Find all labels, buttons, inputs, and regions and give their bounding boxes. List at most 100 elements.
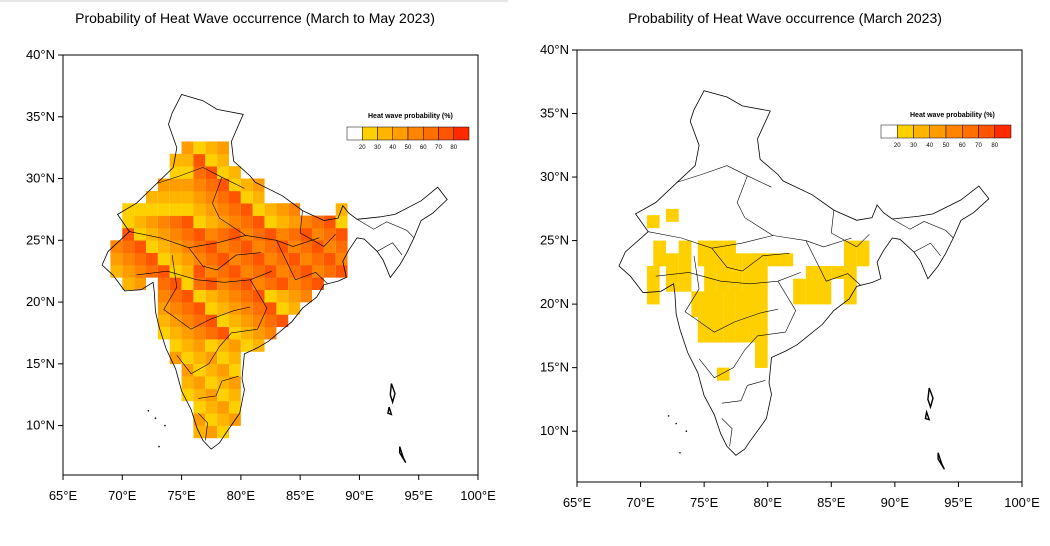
- heat-wave-cell: [205, 363, 218, 377]
- lakshadweep-islands: [147, 409, 150, 412]
- y-tick-label: 15°N: [540, 360, 569, 375]
- heat-wave-cell: [157, 240, 170, 253]
- heat-wave-cell: [217, 203, 229, 216]
- heat-wave-cell: [742, 278, 755, 292]
- heat-wave-cell: [181, 314, 194, 328]
- heat-wave-cell: [276, 227, 289, 241]
- heat-wave-cell: [205, 166, 218, 179]
- state-boundary: [198, 375, 239, 399]
- heat-wave-cell: [229, 265, 241, 278]
- heat-wave-cell: [181, 227, 194, 241]
- heat-wave-cell: [276, 302, 289, 315]
- heat-wave-cell: [193, 252, 206, 266]
- heat-wave-cell: [653, 240, 666, 254]
- heat-wave-cell: [335, 227, 348, 241]
- heat-wave-cell: [252, 240, 265, 253]
- heat-wave-cell: [723, 304, 736, 318]
- heat-wave-cell: [193, 314, 206, 328]
- heat-wave-cell: [805, 278, 819, 292]
- legend-tick-label: 20: [359, 145, 366, 151]
- heat-wave-cell: [205, 227, 218, 241]
- heat-wave-cell: [181, 388, 194, 402]
- legend-swatch: [453, 126, 470, 141]
- legend-swatch: [897, 124, 914, 139]
- india-outline: [101, 94, 448, 450]
- state-boundary: [684, 255, 778, 333]
- state-boundary: [197, 412, 209, 441]
- heat-wave-cell: [146, 190, 158, 204]
- heat-wave-cell: [264, 227, 277, 241]
- heat-wave-cell: [229, 376, 241, 389]
- heat-wave-cell: [217, 190, 229, 204]
- lakshadweep-islands: [154, 417, 157, 419]
- state-boundary: [711, 248, 790, 272]
- heat-wave-cell: [312, 252, 324, 266]
- heat-wave-cell: [264, 277, 277, 291]
- heat-wave-cell: [312, 277, 324, 291]
- heat-wave-cell: [193, 339, 206, 352]
- heat-wave-cell: [229, 289, 241, 303]
- heat-wave-cell: [229, 240, 241, 253]
- heat-wave-cell: [217, 153, 229, 167]
- heat-wave-cell: [229, 314, 241, 328]
- legend-swatch: [423, 126, 439, 141]
- legend-swatch: [945, 124, 963, 139]
- heat-wave-cell: [229, 227, 241, 241]
- heat-wave-cell: [229, 326, 241, 340]
- heat-wave-cell: [193, 363, 206, 377]
- heat-wave-cell: [288, 302, 301, 315]
- x-tick-label: 90°E: [881, 495, 910, 510]
- heat-wave-cell: [157, 203, 170, 216]
- heat-wave-cell: [134, 252, 146, 266]
- heat-wave-cell: [710, 291, 724, 305]
- heat-wave-cell: [666, 253, 679, 267]
- heat-wave-cell: [793, 278, 806, 292]
- heat-wave-cell: [169, 178, 182, 192]
- heat-wave-cell: [755, 316, 768, 330]
- heat-wave-cell: [805, 266, 819, 280]
- heat-wave-cell: [264, 302, 277, 315]
- x-tick-label: 80°E: [227, 488, 256, 503]
- state-boundary: [212, 177, 246, 236]
- heat-wave-cell: [217, 376, 229, 389]
- heat-wave-cell: [205, 215, 218, 229]
- heat-wave-cell: [240, 289, 253, 303]
- state-boundary: [830, 210, 870, 248]
- heat-wave-cell: [134, 215, 146, 229]
- heat-wave-cell: [193, 240, 206, 253]
- heat-wave-cell: [181, 326, 194, 340]
- heat-wave-cell: [110, 252, 123, 266]
- heat-wave-cell: [181, 178, 194, 192]
- heat-wave-cell: [181, 153, 194, 167]
- heat-wave-cell: [300, 240, 312, 253]
- heat-wave-cell: [193, 190, 206, 204]
- heat-wave-cell: [181, 141, 194, 155]
- legend-swatch: [362, 126, 378, 141]
- heat-wave-cell: [264, 326, 277, 340]
- heat-wave-cell: [169, 227, 182, 241]
- heat-wave-cell: [229, 215, 241, 229]
- heat-wave-cell: [264, 240, 277, 253]
- heat-wave-cell: [217, 215, 229, 229]
- heat-wave-cell: [217, 289, 229, 303]
- heat-wave-cell: [193, 227, 206, 241]
- heat-wave-cell: [217, 351, 229, 365]
- heat-wave-cell: [217, 326, 229, 340]
- heat-wave-cell: [276, 314, 289, 328]
- heat-wave-cell: [818, 278, 832, 292]
- heat-wave-cell: [193, 178, 206, 192]
- heat-wave-cell: [229, 166, 241, 179]
- state-boundary: [356, 219, 415, 239]
- heat-wave-cell: [666, 208, 679, 222]
- heat-wave-cell: [678, 278, 692, 292]
- state-boundary: [163, 255, 251, 330]
- heat-wave-cell: [240, 203, 253, 216]
- heat-wave-cell: [217, 166, 229, 179]
- legend-title: Heat wave probability (%): [910, 112, 995, 119]
- legend-tick-label: 40: [926, 143, 933, 149]
- andaman-islands: [389, 383, 396, 405]
- heat-wave-cell: [205, 425, 218, 439]
- heat-wave-cell: [229, 178, 241, 192]
- andaman-islands: [924, 409, 931, 421]
- heat-wave-cell: [229, 277, 241, 291]
